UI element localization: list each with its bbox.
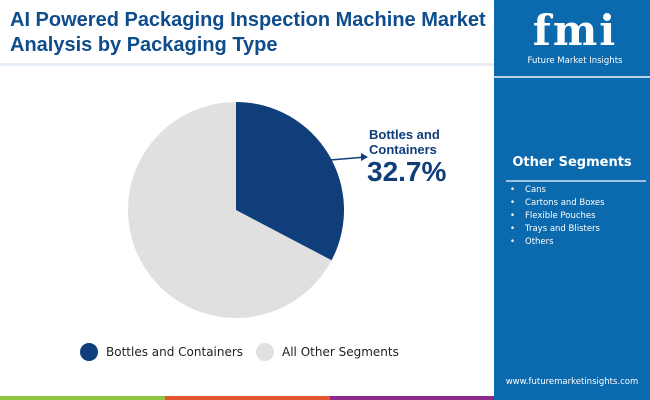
segment-item: Flexible Pouches [510, 210, 605, 223]
chart-title: AI Powered Packaging Inspection Machine … [10, 9, 486, 56]
callout-label: Bottles and Containers [369, 127, 440, 157]
divider [506, 180, 646, 182]
legend-item-bottles: Bottles and Containers [80, 343, 243, 361]
other-segments-title: Other Segments [512, 155, 632, 170]
footer-bar-purple [330, 396, 494, 400]
divider [0, 63, 494, 66]
other-segments-list: Cans Cartons and Boxes Flexible Pouches … [510, 184, 605, 249]
footer-bar-green [0, 396, 165, 400]
callout-arrow [329, 156, 367, 161]
segment-item: Trays and Blisters [510, 223, 605, 236]
pie-chart [128, 102, 368, 318]
pie-slice-1 [128, 102, 332, 318]
side-panel: fmi Future Market Insights Other Segment… [494, 0, 650, 400]
legend-item-other: All Other Segments [256, 343, 399, 361]
footer-bar-orange [165, 396, 330, 400]
segment-item: Others [510, 236, 605, 249]
fmi-logo: fmi Future Market Insights [527, 6, 623, 66]
pie-slice-0 [236, 102, 345, 261]
segment-item: Cartons and Boxes [510, 197, 605, 210]
legend-label: Bottles and Containers [106, 345, 244, 359]
segment-item: Cans [510, 184, 605, 197]
callout-value: 32.7% [367, 156, 447, 187]
legend-swatch [80, 343, 98, 361]
legend-swatch [256, 343, 274, 361]
website-link[interactable]: www.futuremarketinsights.com [505, 377, 639, 387]
callout-arrowhead [361, 153, 368, 161]
divider [494, 76, 650, 78]
legend-label: All Other Segments [282, 345, 399, 359]
